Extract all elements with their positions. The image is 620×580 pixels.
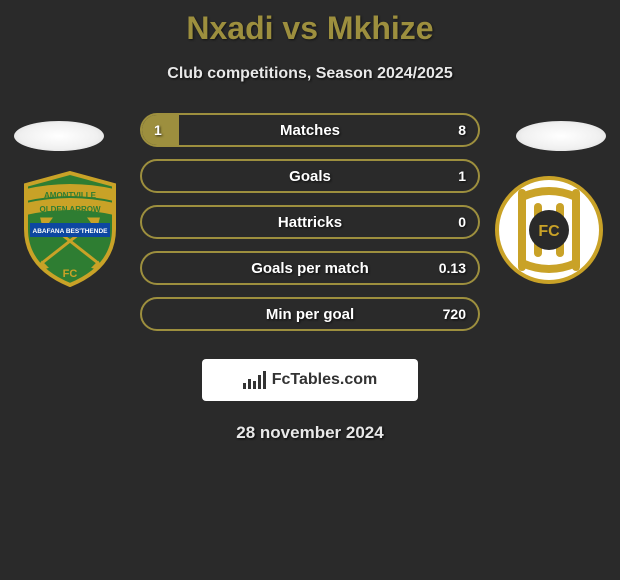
stat-label: Matches <box>142 115 478 145</box>
stat-right-value: 0 <box>458 207 466 237</box>
stat-row: Hattricks0 <box>140 205 480 239</box>
badge-bottom-text: FC <box>63 268 78 280</box>
bar-chart-icon <box>243 371 266 389</box>
badge-mid-text: OLDEN ARROW <box>39 205 100 214</box>
comparison-title: Nxadi vs Mkhize <box>0 0 620 47</box>
stat-label: Goals per match <box>142 253 478 283</box>
stat-label: Goals <box>142 161 478 191</box>
stat-row: 1Matches8 <box>140 113 480 147</box>
cape-town-city-fc-badge: FC <box>494 175 604 285</box>
lamontville-golden-arrows-badge: AMONTVILLE OLDEN ARROW ABAFANA BES'THEND… <box>20 171 120 287</box>
comparison-subtitle: Club competitions, Season 2024/2025 <box>0 65 620 83</box>
stat-label: Hattricks <box>142 207 478 237</box>
player-right-placeholder <box>516 121 606 151</box>
stat-row: Goals per match0.13 <box>140 251 480 285</box>
fctables-logo[interactable]: FcTables.com <box>202 359 418 401</box>
comparison-body: AMONTVILLE OLDEN ARROW ABAFANA BES'THEND… <box>0 111 620 341</box>
comparison-date: 28 november 2024 <box>0 423 620 443</box>
logo-text: FcTables.com <box>272 371 378 389</box>
stat-right-value: 8 <box>458 115 466 145</box>
player-left-placeholder <box>14 121 104 151</box>
stat-row: Goals1 <box>140 159 480 193</box>
stat-right-value: 1 <box>458 161 466 191</box>
stat-label: Min per goal <box>142 299 478 329</box>
badge-banner-text: ABAFANA BES'THENDE <box>33 228 109 235</box>
stat-row: Min per goal720 <box>140 297 480 331</box>
stats-list: 1Matches8Goals1Hattricks0Goals per match… <box>140 113 480 343</box>
stat-right-value: 720 <box>443 299 466 329</box>
badge-right-letters: FC <box>538 223 560 240</box>
stat-right-value: 0.13 <box>439 253 466 283</box>
